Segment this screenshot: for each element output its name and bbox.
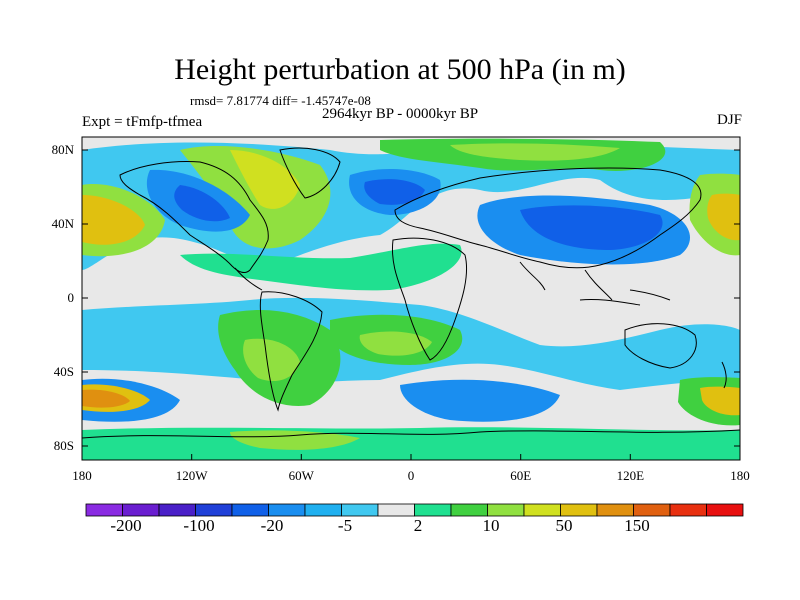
colorbar-label: -200 (110, 516, 142, 535)
lon-label: 180 (730, 468, 750, 483)
colorbar-box (231, 503, 269, 517)
colorbar (85, 503, 744, 517)
experiment-label: Expt = tFmfp-tfmea (82, 114, 203, 130)
lat-label: 40S (53, 364, 74, 379)
contour-field (82, 137, 740, 460)
lat-label: 80N (51, 142, 74, 157)
colorbar-box (85, 503, 123, 517)
colorbar-label: -20 (260, 516, 284, 535)
colorbar-box (596, 503, 634, 517)
colorbar-box (414, 503, 452, 517)
colorbar-box (669, 503, 707, 517)
statistics-text: rmsd= 7.81774 diff= -1.45747e-08 (190, 93, 371, 108)
colorbar-box (341, 503, 379, 517)
colorbar-label: 10 (482, 516, 500, 535)
colorbar-box (158, 503, 196, 517)
lon-label: 60W (288, 468, 314, 483)
colorbar-box (195, 503, 233, 517)
plot-title: Height perturbation at 500 hPa (in m) (174, 53, 626, 86)
colorbar-box (450, 503, 488, 517)
colorbar-box (523, 503, 561, 517)
colorbar-box (377, 503, 415, 517)
colorbar-label: 2 (413, 516, 423, 535)
period-text: 2964kyr BP - 0000kyr BP (322, 106, 479, 122)
lon-label: 180 (72, 468, 92, 483)
colorbar-box (560, 503, 598, 517)
lat-label: 0 (67, 290, 75, 305)
lon-label: 120E (616, 468, 645, 483)
colorbar-label: 50 (555, 516, 573, 535)
colorbar-box (633, 503, 671, 517)
colorbar-label: -5 (337, 516, 353, 535)
lon-label: 120W (175, 468, 208, 483)
lon-label: 60E (510, 468, 532, 483)
lat-label: 40N (51, 216, 74, 231)
colorbar-box (268, 503, 306, 517)
colorbar-box (122, 503, 160, 517)
lon-label: 0 (407, 468, 415, 483)
colorbar-box (706, 503, 744, 517)
colorbar-label: -100 (183, 516, 215, 535)
axis-ticks (81, 149, 741, 460)
season-label: DJF (716, 112, 742, 128)
colorbar-box (304, 503, 342, 517)
colorbar-box (487, 503, 525, 517)
colorbar-label: 150 (624, 516, 650, 535)
coastlines (82, 147, 740, 439)
lat-label: 80S (53, 438, 74, 453)
